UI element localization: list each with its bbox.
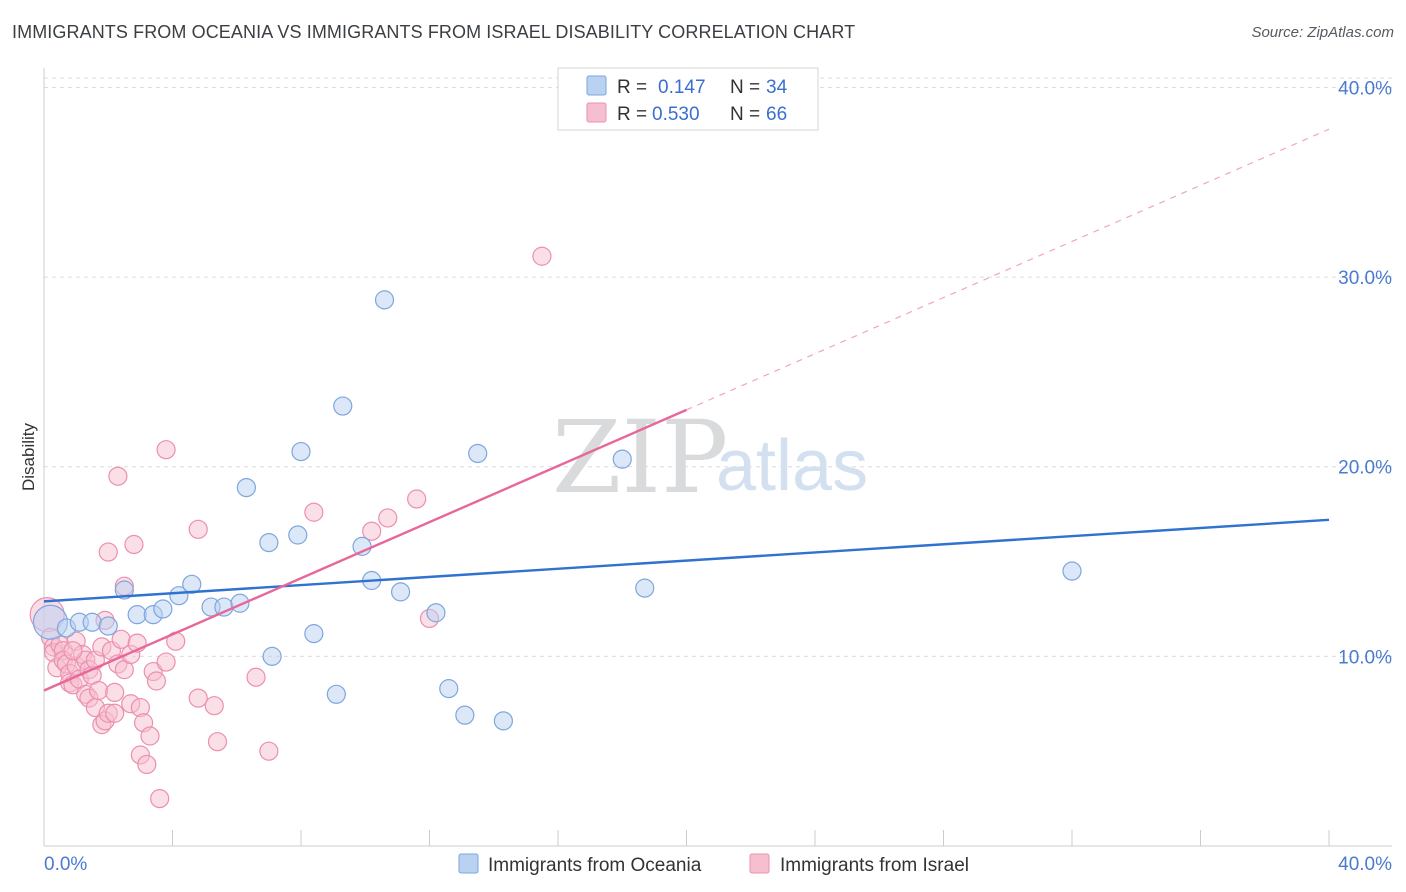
legend-label-oceania: Immigrants from Oceania xyxy=(488,855,702,876)
series-israel-points xyxy=(29,246,552,809)
israel-trend-extension xyxy=(686,128,1330,411)
stats-r-label-israel: R = xyxy=(617,104,647,125)
legend-label-israel: Immigrants from Israel xyxy=(780,855,969,876)
israel-point xyxy=(146,671,167,691)
israel-point xyxy=(156,652,176,672)
y-tick-label: 30.0% xyxy=(1338,268,1392,289)
legend-swatch-oceania xyxy=(458,853,479,874)
y-tick-label: 20.0% xyxy=(1338,458,1392,479)
oceania-point xyxy=(390,582,411,602)
israel-point xyxy=(188,688,208,708)
oceania-point xyxy=(426,603,446,623)
israel-point xyxy=(150,788,170,809)
stats-swatch-oceania xyxy=(586,75,607,96)
stats-r-value-oceania: 0.147 xyxy=(658,77,706,98)
oceania-point xyxy=(493,711,513,731)
stats-legend: R = 0.147 N = 34 R = 0.530 N = 66 xyxy=(557,67,819,131)
stats-n-label-israel: N = xyxy=(730,104,760,125)
legend-swatch-israel xyxy=(749,853,770,874)
israel-point xyxy=(188,519,208,539)
stats-n-label-oceania: N = xyxy=(730,77,760,98)
oceania-point xyxy=(1062,561,1082,581)
israel-trend-line xyxy=(43,408,687,692)
oceania-point xyxy=(612,449,632,469)
source-credit: Source: ZipAtlas.com xyxy=(1251,24,1394,41)
israel-point xyxy=(259,741,279,761)
y-tick-label: 40.0% xyxy=(1338,78,1392,99)
israel-point xyxy=(207,732,228,752)
israel-point xyxy=(137,754,157,775)
israel-point xyxy=(362,521,382,541)
chart-title: IMMIGRANTS FROM OCEANIA VS IMMIGRANTS FR… xyxy=(12,22,856,42)
oceania-point xyxy=(288,525,308,545)
oceania-point xyxy=(153,599,173,619)
oceania-point xyxy=(114,580,134,600)
oceania-point xyxy=(439,679,459,699)
israel-point xyxy=(246,667,266,687)
oceania-point xyxy=(259,532,279,553)
y-tick-label: 10.0% xyxy=(1338,647,1392,668)
watermark-zip: ZIP xyxy=(552,399,728,516)
x-tick-label-max: 40.0% xyxy=(1338,854,1392,875)
stats-n-value-oceania: 34 xyxy=(766,77,788,98)
israel-point xyxy=(105,682,125,703)
oceania-point xyxy=(291,441,311,462)
watermark: ZIP atlas xyxy=(552,399,868,516)
stats-r-value-israel: 0.530 xyxy=(652,104,700,125)
israel-point xyxy=(63,641,83,661)
israel-point xyxy=(304,502,324,522)
israel-point xyxy=(98,542,118,562)
oceania-point xyxy=(127,605,147,625)
stats-swatch-israel xyxy=(586,102,607,123)
axes xyxy=(43,68,1392,847)
oceania-point xyxy=(333,396,353,416)
oceania-point xyxy=(635,578,655,598)
oceania-point xyxy=(82,612,102,632)
watermark-atlas: atlas xyxy=(716,426,868,506)
grid-lines xyxy=(44,77,1392,657)
oceania-point xyxy=(455,705,475,725)
israel-point xyxy=(407,489,427,509)
x-axis-ticks xyxy=(43,830,1330,846)
israel-point xyxy=(156,440,176,460)
bottom-legend: Immigrants from Oceania Immigrants from … xyxy=(458,853,969,876)
israel-point xyxy=(532,246,552,266)
y-axis-tick-labels: 10.0% 20.0% 30.0% 40.0% xyxy=(1338,78,1392,668)
y-axis-label: Disability xyxy=(19,422,38,491)
israel-point xyxy=(105,703,125,723)
israel-point xyxy=(124,534,144,555)
oceania-point xyxy=(169,586,189,606)
oceania-point xyxy=(182,574,202,594)
stats-r-label-oceania: R = xyxy=(617,77,647,98)
oceania-point xyxy=(374,290,395,310)
oceania-point xyxy=(304,624,324,644)
oceania-point xyxy=(326,684,346,704)
oceania-trend-line xyxy=(43,518,1330,603)
trend-lines xyxy=(43,128,1330,692)
israel-point xyxy=(108,466,128,486)
israel-point xyxy=(204,696,224,716)
israel-point xyxy=(140,726,160,746)
israel-point xyxy=(89,680,109,701)
stats-n-value-israel: 66 xyxy=(766,104,787,125)
israel-point xyxy=(378,508,398,528)
oceania-point xyxy=(98,616,118,636)
oceania-point xyxy=(262,646,282,666)
series-oceania-points xyxy=(32,290,1082,731)
oceania-point xyxy=(468,443,488,464)
x-tick-label-min: 0.0% xyxy=(44,854,87,875)
oceania-point xyxy=(236,478,256,498)
